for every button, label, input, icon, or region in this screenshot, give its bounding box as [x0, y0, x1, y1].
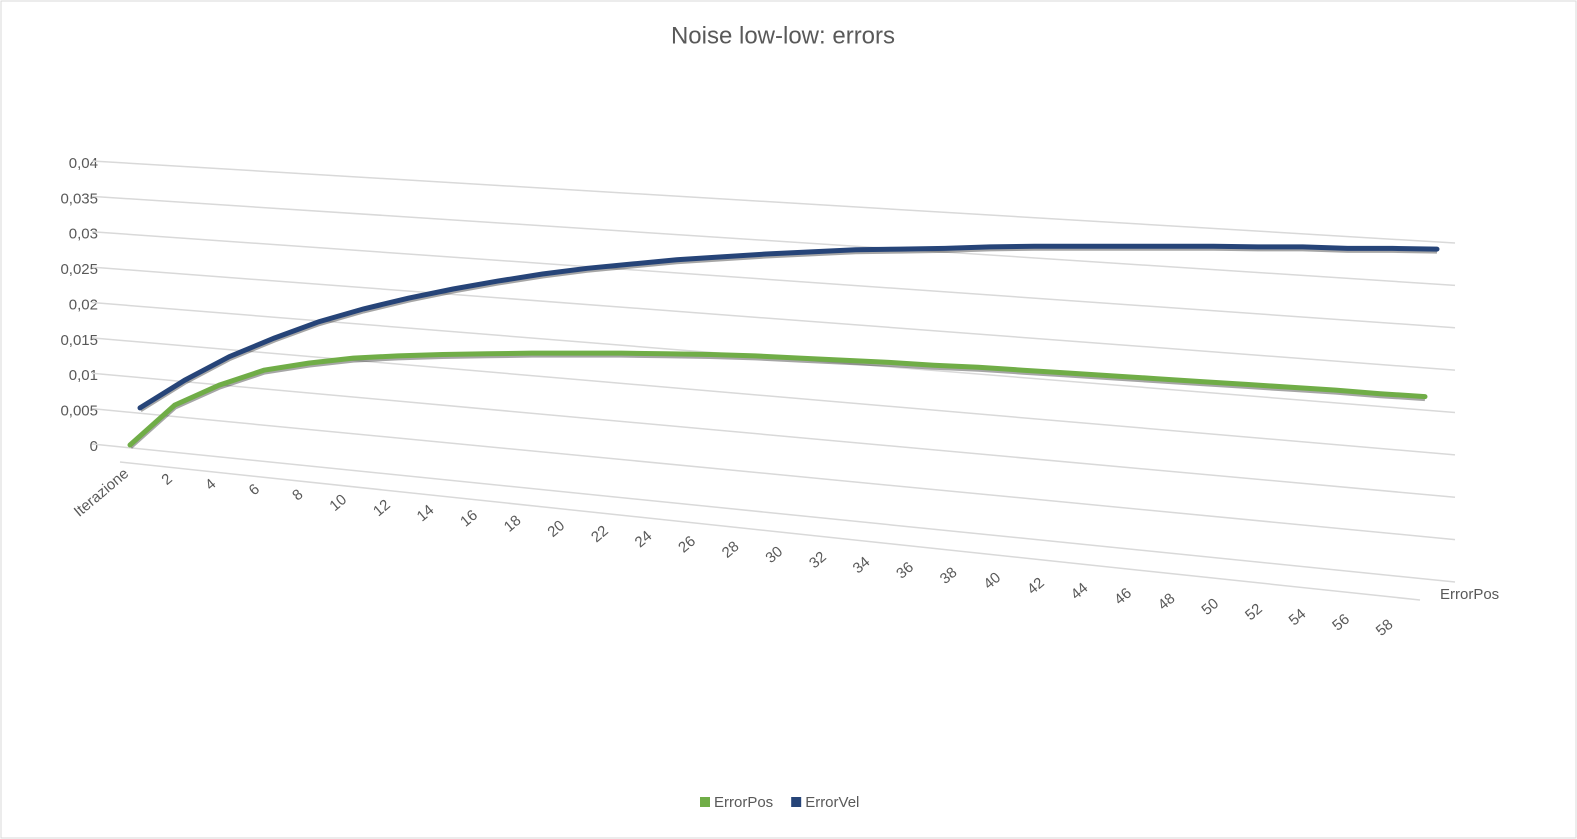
grid-line [91, 337, 1456, 456]
grid-line [91, 195, 1456, 287]
grid-line [91, 443, 1456, 583]
series-line [127, 350, 1428, 448]
y-tick-label: 0,015 [60, 332, 98, 349]
legend-swatch [791, 797, 802, 807]
y-tick-label: 0,01 [69, 367, 98, 384]
grid-line [91, 407, 1456, 541]
legend-swatch [700, 797, 710, 807]
floor-line [119, 461, 1421, 601]
chart-title: Noise low-low: errors [671, 22, 895, 49]
legend-label: ErrorVel [805, 794, 859, 811]
y-tick-label: 0,005 [60, 403, 98, 420]
grid-line [91, 231, 1456, 329]
grid-line [91, 160, 1456, 244]
y-tick-label: 0,03 [69, 226, 98, 243]
y-tick-label: 0,025 [60, 261, 98, 278]
grid-line [91, 372, 1456, 498]
grid-line [91, 266, 1456, 371]
legend-label: ErrorPos [714, 794, 773, 811]
y-tick-label: 0,02 [69, 296, 98, 313]
y-tick-label: 0 [90, 438, 98, 455]
y-tick-label: 0,04 [69, 155, 98, 172]
y-tick-label: 0,035 [60, 190, 98, 207]
series-line [137, 243, 1440, 411]
depth-label: ErrorPos [1440, 586, 1499, 603]
